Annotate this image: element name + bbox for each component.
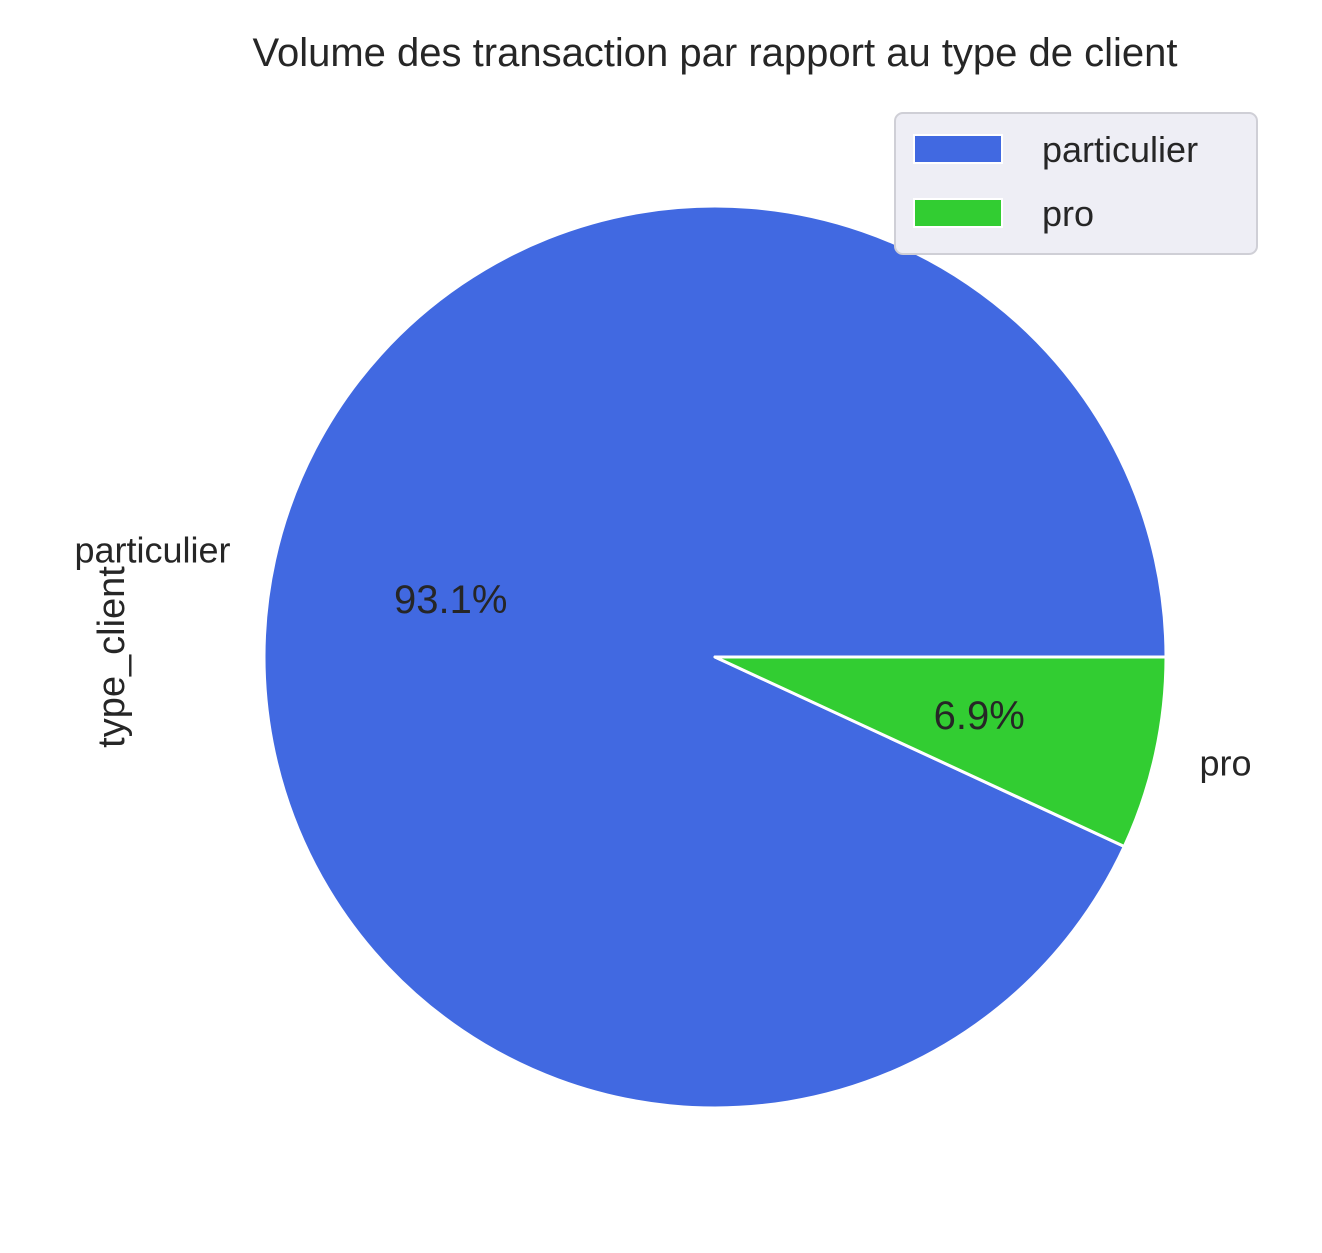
legend-label-pro: pro [1042,193,1094,234]
legend-label-particulier: particulier [1042,129,1198,170]
slice-label-pro: pro [1199,743,1251,784]
legend: particulier pro [894,112,1258,255]
legend-swatch-particulier [913,134,1003,164]
legend-swatch-pro [913,198,1003,228]
percent-label-particulier: 93.1% [394,578,507,622]
slice-label-particulier: particulier [74,529,230,570]
pie-percent-labels: 93.1% 6.9% [394,578,1025,738]
pie-slices [262,204,1168,1110]
pie-slice-labels: particulier pro [74,529,1251,783]
chart-title: Volume des transaction par rapport au ty… [253,31,1178,75]
percent-label-pro: 6.9% [934,694,1025,738]
y-axis-label: type_client [91,566,133,748]
pie-slice-pro [713,655,1168,848]
